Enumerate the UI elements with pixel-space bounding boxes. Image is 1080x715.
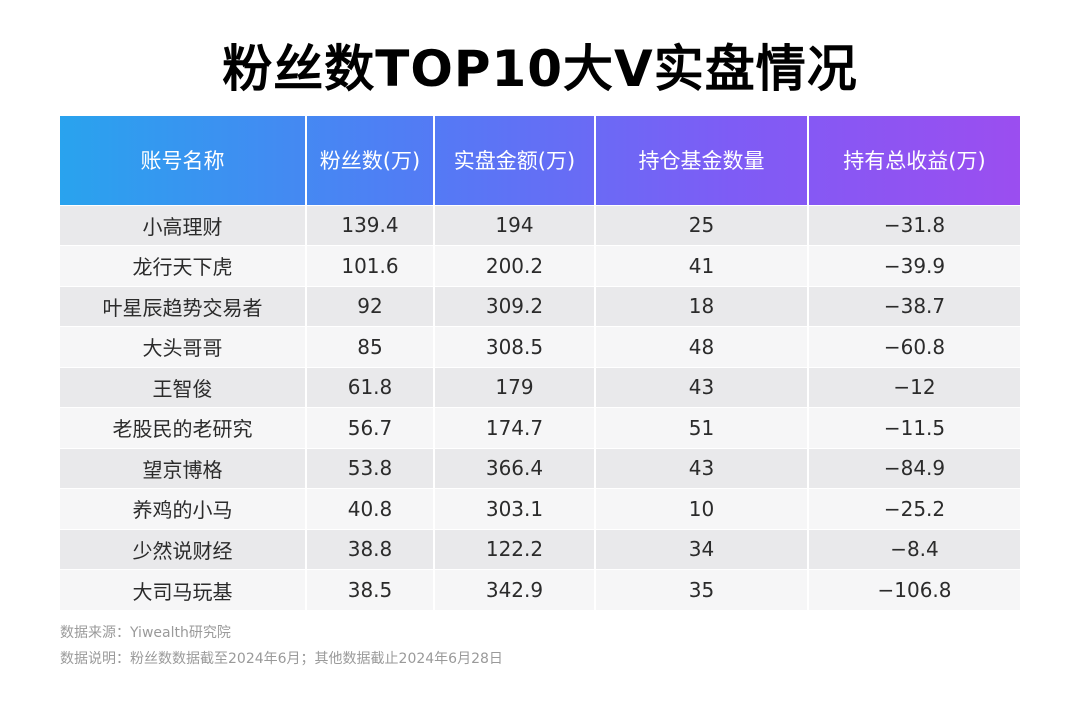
table-row: 养鸡的小马 40.8 303.1 10 −25.2 [60,488,1020,529]
column-header-total-return: 持有总收益(万) [807,116,1020,205]
cell-total-return: −39.9 [807,245,1020,286]
cell-account: 少然说财经 [60,528,306,570]
table-header: 账号名称 粉丝数(万) 实盘金额(万) 持仓基金数量 持有总收益(万) [60,116,1020,205]
cell-total-return: −60.8 [807,326,1020,367]
cell-real-amount: 200.2 [433,245,595,286]
column-header-fund-count: 持仓基金数量 [594,116,808,205]
cell-fund-count: 43 [594,447,808,489]
cell-followers: 53.8 [305,447,434,489]
header-row: 账号名称 粉丝数(万) 实盘金额(万) 持仓基金数量 持有总收益(万) [60,116,1020,205]
cell-account: 王智俊 [60,366,306,408]
cell-real-amount: 366.4 [433,447,595,489]
cell-account: 大司马玩基 [60,569,306,610]
cell-account: 老股民的老研究 [60,407,306,448]
data-explanation-note: 数据说明：粉丝数数据截至2024年6月；其他数据截止2024年6月28日 [60,651,503,667]
table-row: 老股民的老研究 56.7 174.7 51 −11.5 [60,407,1020,448]
cell-account: 小高理财 [60,204,306,246]
cell-followers: 56.7 [305,407,434,448]
cell-total-return: −25.2 [807,488,1020,529]
cell-followers: 61.8 [305,366,434,408]
table-row: 叶星辰趋势交易者 92 309.2 18 −38.7 [60,285,1020,327]
table-row: 望京博格 53.8 366.4 43 −84.9 [60,447,1020,489]
table-body: 小高理财 139.4 194 25 −31.8 龙行天下虎 101.6 200.… [60,204,1020,610]
cell-real-amount: 122.2 [433,528,595,570]
column-header-followers: 粉丝数(万) [305,116,434,205]
cell-real-amount: 303.1 [433,488,595,529]
column-header-account: 账号名称 [140,149,225,174]
table-row: 少然说财经 38.8 122.2 34 −8.4 [60,528,1020,570]
cell-fund-count: 10 [594,488,808,529]
cell-fund-count: 48 [594,326,808,367]
footnotes: 数据来源：Yiwealth研究院 数据说明：粉丝数数据截至2024年6月；其他数… [60,620,503,672]
cell-followers: 139.4 [305,204,434,246]
cell-fund-count: 35 [594,569,808,610]
cell-real-amount: 308.5 [433,326,595,367]
cell-real-amount: 342.9 [433,569,595,610]
cell-total-return: −106.8 [807,569,1020,610]
table-row: 龙行天下虎 101.6 200.2 41 −39.9 [60,245,1020,286]
cell-fund-count: 25 [594,204,808,246]
cell-account: 龙行天下虎 [60,245,306,286]
table-row: 王智俊 61.8 179 43 −12 [60,366,1020,408]
table-row: 大头哥哥 85 308.5 48 −60.8 [60,326,1020,367]
cell-total-return: −8.4 [807,528,1020,570]
cell-fund-count: 43 [594,366,808,408]
table-row: 大司马玩基 38.5 342.9 35 −106.8 [60,569,1020,610]
cell-fund-count: 34 [594,528,808,570]
cell-fund-count: 18 [594,285,808,327]
cell-real-amount: 174.7 [433,407,595,448]
cell-account: 望京博格 [60,447,306,489]
cell-fund-count: 41 [594,245,808,286]
cell-followers: 101.6 [305,245,434,286]
table-row: 小高理财 139.4 194 25 −31.8 [60,204,1020,246]
column-header-real-amount: 实盘金额(万) [433,116,595,205]
cell-followers: 92 [305,285,434,327]
cell-total-return: −38.7 [807,285,1020,327]
cell-real-amount: 179 [433,366,595,408]
cell-total-return: −12 [807,366,1020,408]
chart-title: 粉丝数TOP10大V实盘情况 [222,40,858,98]
cell-fund-count: 51 [594,407,808,448]
cell-followers: 38.8 [305,528,434,570]
cell-real-amount: 194 [433,204,595,246]
cell-account: 大头哥哥 [60,326,306,367]
cell-total-return: −31.8 [807,204,1020,246]
cell-account: 叶星辰趋势交易者 [60,285,306,327]
cell-total-return: −84.9 [807,447,1020,489]
cell-real-amount: 309.2 [433,285,595,327]
data-table: 账号名称 粉丝数(万) 实盘金额(万) 持仓基金数量 持有总收益(万) 小高理财… [60,116,1020,610]
cell-total-return: −11.5 [807,407,1020,448]
data-source-note: 数据来源：Yiwealth研究院 [60,625,231,641]
cell-followers: 38.5 [305,569,434,610]
cell-account: 养鸡的小马 [60,488,306,529]
cell-followers: 85 [305,326,434,367]
data-table-container: 账号名称 粉丝数(万) 实盘金额(万) 持仓基金数量 持有总收益(万) 小高理财… [60,116,1020,610]
cell-followers: 40.8 [305,488,434,529]
